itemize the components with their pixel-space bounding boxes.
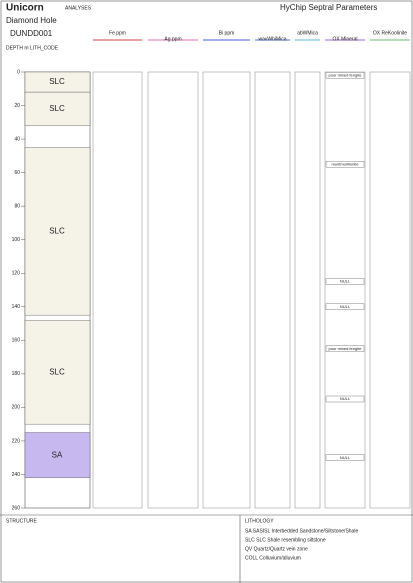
y-tick-label: 160 [12,338,21,344]
mineral-label: poor mixed fengite [329,72,363,77]
analyses-label: ANALYSES [65,5,92,11]
mineral-label: NULL [340,396,351,401]
y-tick-label: 20 [14,103,20,109]
lith-code: SLC [49,226,65,235]
y-tick-label: 220 [12,438,21,444]
mineral-cell [325,454,365,461]
track-frame [369,71,411,509]
structure-label: STRUCTURE [6,518,37,524]
lith-code: SA [52,450,63,459]
track-label: wavWhiMica [258,36,286,42]
track-label: Ag ppm [164,36,181,42]
mineral-label: NULL [340,279,351,284]
lith-code: SLC [49,77,65,86]
lith-interval [24,91,91,126]
track-frame [147,71,199,509]
subtitle: Diamond Hole [6,16,57,25]
depth-label: DEPTH m [6,45,29,51]
mineral-label: montmorillonite [331,161,359,166]
hole-id: DUNDD001 [10,29,53,38]
y-tick-label: 80 [14,203,20,209]
y-tick-label: 180 [12,371,21,377]
track-frame [92,71,143,509]
y-tick-label: 140 [12,304,21,310]
mineral-label: NULL [340,455,351,460]
mineral-cell [325,303,365,310]
track-label: OX Mineral [332,36,357,42]
lith-code: SLC [49,104,65,113]
lith-interval [24,432,91,479]
lith-code: SLC [49,367,65,376]
hychip-label: HyChip Septral Parameters [280,3,377,12]
mineral-cell [325,395,365,403]
lith-label: LITH_CODE [30,45,59,51]
y-tick-label: 120 [12,271,21,277]
track-frame [294,71,321,509]
mineral-cell [325,161,365,168]
y-tick-label: 260 [12,505,21,511]
mineral-cell [325,345,365,352]
track-label: abWMica [297,30,318,36]
y-tick-label: 40 [14,136,20,142]
y-tick-label: 60 [14,170,20,176]
y-tick-label: 200 [12,405,21,411]
track-label: Bi ppm [219,30,235,36]
mineral-label: poor mixed fengite [329,346,363,351]
track-frame [254,71,291,509]
title: Unicorn [6,3,44,14]
lith-interval [24,319,91,425]
lithology-legend: COLL Colluvium/alluvium [245,555,301,561]
lithology-legend: QV Quartz/Quartz vein zone [245,546,308,552]
lith-interval [24,147,91,316]
track-label: OX ReKoolinite [373,30,407,36]
lithology-label: LITHOLOGY [245,518,274,524]
track-frame [202,71,251,509]
y-tick-label: 0 [17,69,20,75]
track-label: Fe ppm [109,30,126,36]
track-frame [324,71,366,509]
mineral-cell [325,278,365,285]
mineral-cell [325,72,365,79]
lithology-legend: SA SASISL Interbedded Sandstone/Siltston… [245,528,358,534]
y-tick-label: 100 [12,237,21,243]
lithology-legend: SLC SLC Shale resembling siltstone [245,537,326,543]
mineral-label: NULL [340,304,351,309]
y-tick-label: 240 [12,472,21,478]
